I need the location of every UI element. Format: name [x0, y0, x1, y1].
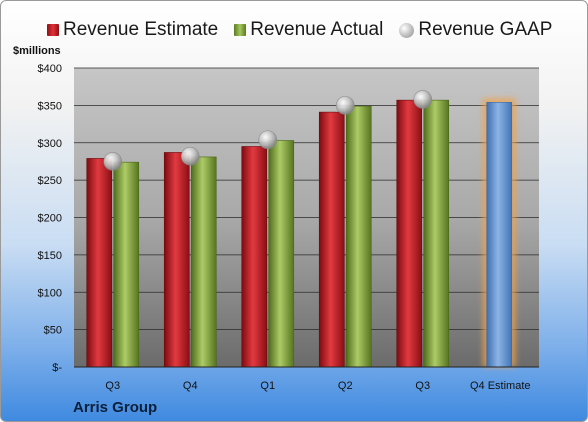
marker-gaap: [413, 90, 433, 109]
marker-gaap: [103, 152, 123, 171]
bar-actual: [423, 99, 450, 368]
legend: Revenue Estimate Revenue Actual Revenue …: [47, 17, 568, 43]
legend-label-actual: Revenue Actual: [250, 19, 384, 40]
legend-swatch-estimate: [47, 24, 59, 36]
legend-swatch-actual: [234, 24, 247, 36]
bar-estimate: [163, 152, 190, 368]
y-tick-label: $350: [38, 100, 62, 112]
bar-estimate: [86, 158, 113, 368]
bar-actual: [345, 105, 372, 368]
legend-item-actual: Revenue Actual: [234, 19, 383, 41]
bar-actual: [268, 140, 295, 368]
x-tick-label: Q3: [105, 380, 120, 392]
marker-gaap: [180, 146, 200, 166]
x-tick-label: Q4 Estimate: [470, 380, 531, 392]
bar-actual: [113, 161, 140, 368]
legend-item-estimate: Revenue Estimate: [47, 19, 218, 41]
y-tick-label: $-: [52, 362, 62, 374]
x-tick-label: Q1: [260, 380, 275, 392]
legend-item-gaap: Revenue GAAP: [399, 19, 552, 41]
bar-estimate: [318, 111, 345, 368]
marker-gaap: [335, 96, 355, 115]
y-tick-label: $100: [38, 287, 62, 299]
company-name: Arris Group: [73, 399, 158, 416]
y-tick-label: $250: [38, 175, 62, 187]
y-tick-label: $150: [38, 250, 62, 262]
y-tick-label: $200: [38, 213, 62, 225]
bar-estimate: [241, 146, 268, 368]
bar-estimate: [396, 99, 423, 368]
x-tick-label: Q3: [415, 380, 430, 392]
y-tick-label: $50: [44, 325, 62, 337]
y-axis-units-label: $millions: [13, 45, 61, 57]
y-tick-label: $400: [38, 63, 62, 75]
bar-actual: [190, 156, 217, 368]
x-tick-label: Q2: [338, 380, 353, 392]
marker-gaap: [258, 130, 278, 150]
legend-label-estimate: Revenue Estimate: [63, 19, 219, 40]
legend-label-gaap: Revenue GAAP: [418, 19, 553, 40]
y-tick-label: $300: [38, 138, 62, 150]
x-tick-label: Q4: [183, 380, 198, 392]
legend-swatch-gaap: [399, 22, 415, 38]
bar-estimate-forecast: [486, 102, 513, 368]
